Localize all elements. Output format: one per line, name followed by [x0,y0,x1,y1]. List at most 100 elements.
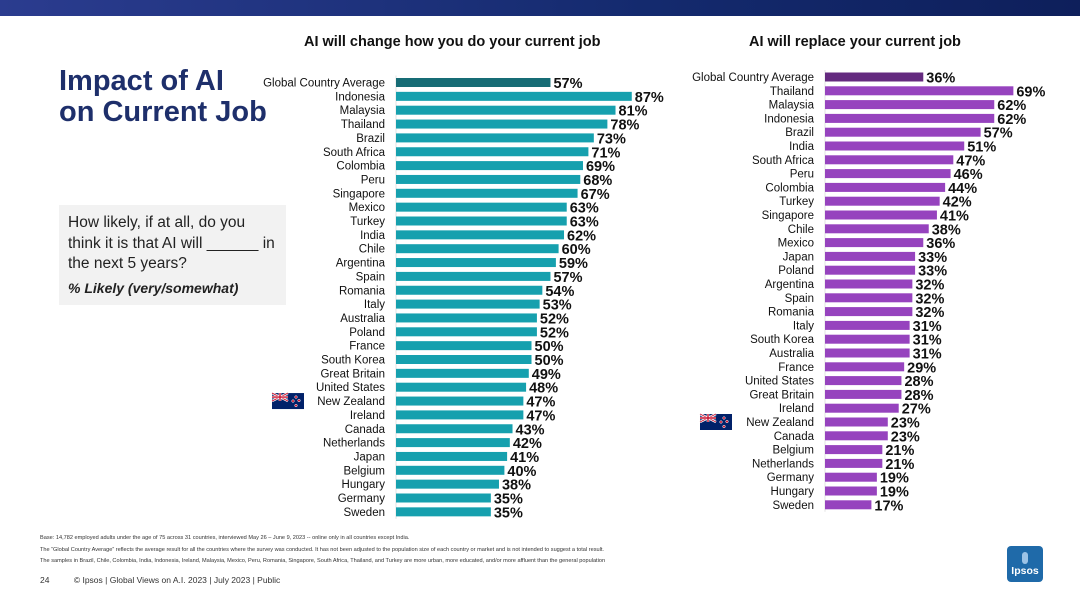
value-label-replace-colombia: 44% [948,181,977,197]
value-label-change-colombia: 69% [586,159,615,175]
value-label-change-canada: 43% [516,422,545,438]
value-label-change-italy: 53% [543,298,572,314]
value-label-replace-mexico: 36% [926,236,955,252]
category-label-change-belgium: Belgium [343,465,385,477]
value-label-replace-belgium: 21% [885,443,914,459]
value-label-replace-malaysia: 62% [997,98,1026,114]
category-label-replace-spain: Spain [785,293,814,305]
footnote-average: The “Global Country Average” reflects th… [40,546,604,553]
value-label-replace-argentina: 32% [915,278,944,294]
bar-replace-india [825,141,965,151]
bar-change-brazil [396,133,594,143]
value-label-change-japan: 41% [510,450,539,466]
question-metric: % Likely (very/somewhat) [68,280,239,296]
bar-replace-global-country-average [825,72,924,82]
category-label-change-colombia: Colombia [336,161,385,173]
category-label-replace-japan: Japan [783,251,814,263]
category-label-change-romania: Romania [339,285,386,297]
category-label-change-japan: Japan [354,451,385,463]
value-label-change-malaysia: 81% [619,104,648,120]
bar-change-ireland [396,410,524,420]
bar-replace-mexico [825,238,924,248]
bar-change-united-states [396,382,527,392]
bar-replace-canada [825,431,888,441]
value-label-replace-thailand: 69% [1016,84,1045,100]
bar-change-sweden [396,507,491,517]
value-label-change-sweden: 35% [494,505,523,521]
category-label-change-peru: Peru [361,174,385,186]
bar-change-canada [396,424,513,434]
footnote-base: Base: 14,782 employed adults under the a… [40,535,410,541]
category-label-replace-ireland: Ireland [779,403,814,415]
category-label-change-mexico: Mexico [349,202,385,214]
page-title-line-1: Impact of AI [59,65,224,97]
category-label-change-global-country-average: Global Country Average [263,78,385,90]
value-label-change-mexico: 63% [570,201,599,217]
bar-change-global-country-average [396,78,551,87]
value-label-change-germany: 35% [494,492,523,508]
category-label-change-new-zealand: New Zealand [317,396,385,408]
footer: 24 © Ipsos | Global Views on A.I. 2023 |… [40,575,280,585]
value-label-change-romania: 54% [545,284,574,300]
value-label-replace-japan: 33% [918,250,947,266]
bar-change-italy [396,299,540,309]
value-label-change-united-states: 48% [529,381,558,397]
bar-replace-belgium [825,445,883,455]
category-label-replace-south-korea: South Korea [750,334,815,346]
top-band [0,0,1080,16]
category-label-replace-france: France [778,362,814,374]
question-text: How likely, if at all, do you think it i… [68,214,275,272]
value-label-replace-chile: 38% [932,222,961,238]
category-label-replace-hungary: Hungary [771,486,815,498]
value-label-change-australia: 52% [540,311,569,327]
category-label-replace-italy: Italy [793,320,814,332]
value-label-replace-great-britain: 28% [904,388,933,404]
value-label-change-hungary: 38% [502,478,531,494]
page-title: Impact of AI on Current Job [59,66,299,128]
bar-replace-spain [825,293,913,303]
bar-change-mexico [396,202,567,212]
category-label-change-germany: Germany [338,493,386,505]
category-label-replace-poland: Poland [778,265,814,277]
category-label-change-chile: Chile [359,244,385,256]
value-label-change-thailand: 78% [610,118,639,134]
category-label-change-spain: Spain [356,271,385,283]
bar-change-turkey [396,216,567,226]
category-label-change-sweden: Sweden [343,507,385,519]
value-label-replace-singapore: 41% [940,209,969,225]
bar-change-south-africa [396,147,589,157]
value-label-replace-ireland: 27% [902,402,931,418]
bar-replace-germany [825,472,877,482]
value-label-change-indonesia: 87% [635,90,664,106]
bar-replace-poland [825,265,916,275]
chart-title-change: AI will change how you do your current j… [304,34,601,50]
value-label-change-south-africa: 71% [591,145,620,161]
bar-change-spain [396,271,551,281]
bar-change-france [396,341,532,351]
value-label-change-france: 50% [535,339,564,355]
value-label-replace-brazil: 57% [984,126,1013,142]
bar-replace-argentina [825,279,913,289]
value-label-replace-romania: 32% [915,305,944,321]
value-label-replace-india: 51% [967,140,996,156]
category-label-change-hungary: Hungary [342,479,386,491]
bar-change-indonesia [396,91,632,101]
value-label-change-south-korea: 50% [535,353,564,369]
bar-change-japan [396,451,508,461]
bar-change-argentina [396,258,556,268]
bar-change-australia [396,313,537,323]
category-label-change-indonesia: Indonesia [335,91,385,103]
value-label-replace-turkey: 42% [943,195,972,211]
bar-replace-france [825,362,905,372]
category-label-replace-south-africa: South Africa [752,155,815,167]
bar-replace-sweden [825,500,872,510]
value-label-replace-italy: 31% [913,319,942,335]
value-label-change-chile: 60% [562,242,591,258]
category-label-replace-romania: Romania [768,307,815,319]
bar-replace-indonesia [825,113,995,123]
new-zealand-flag-icon [699,412,732,430]
category-label-change-great-britain: Great Britain [320,368,385,380]
value-label-change-argentina: 59% [559,256,588,272]
value-label-change-global-country-average: 57% [553,76,582,92]
